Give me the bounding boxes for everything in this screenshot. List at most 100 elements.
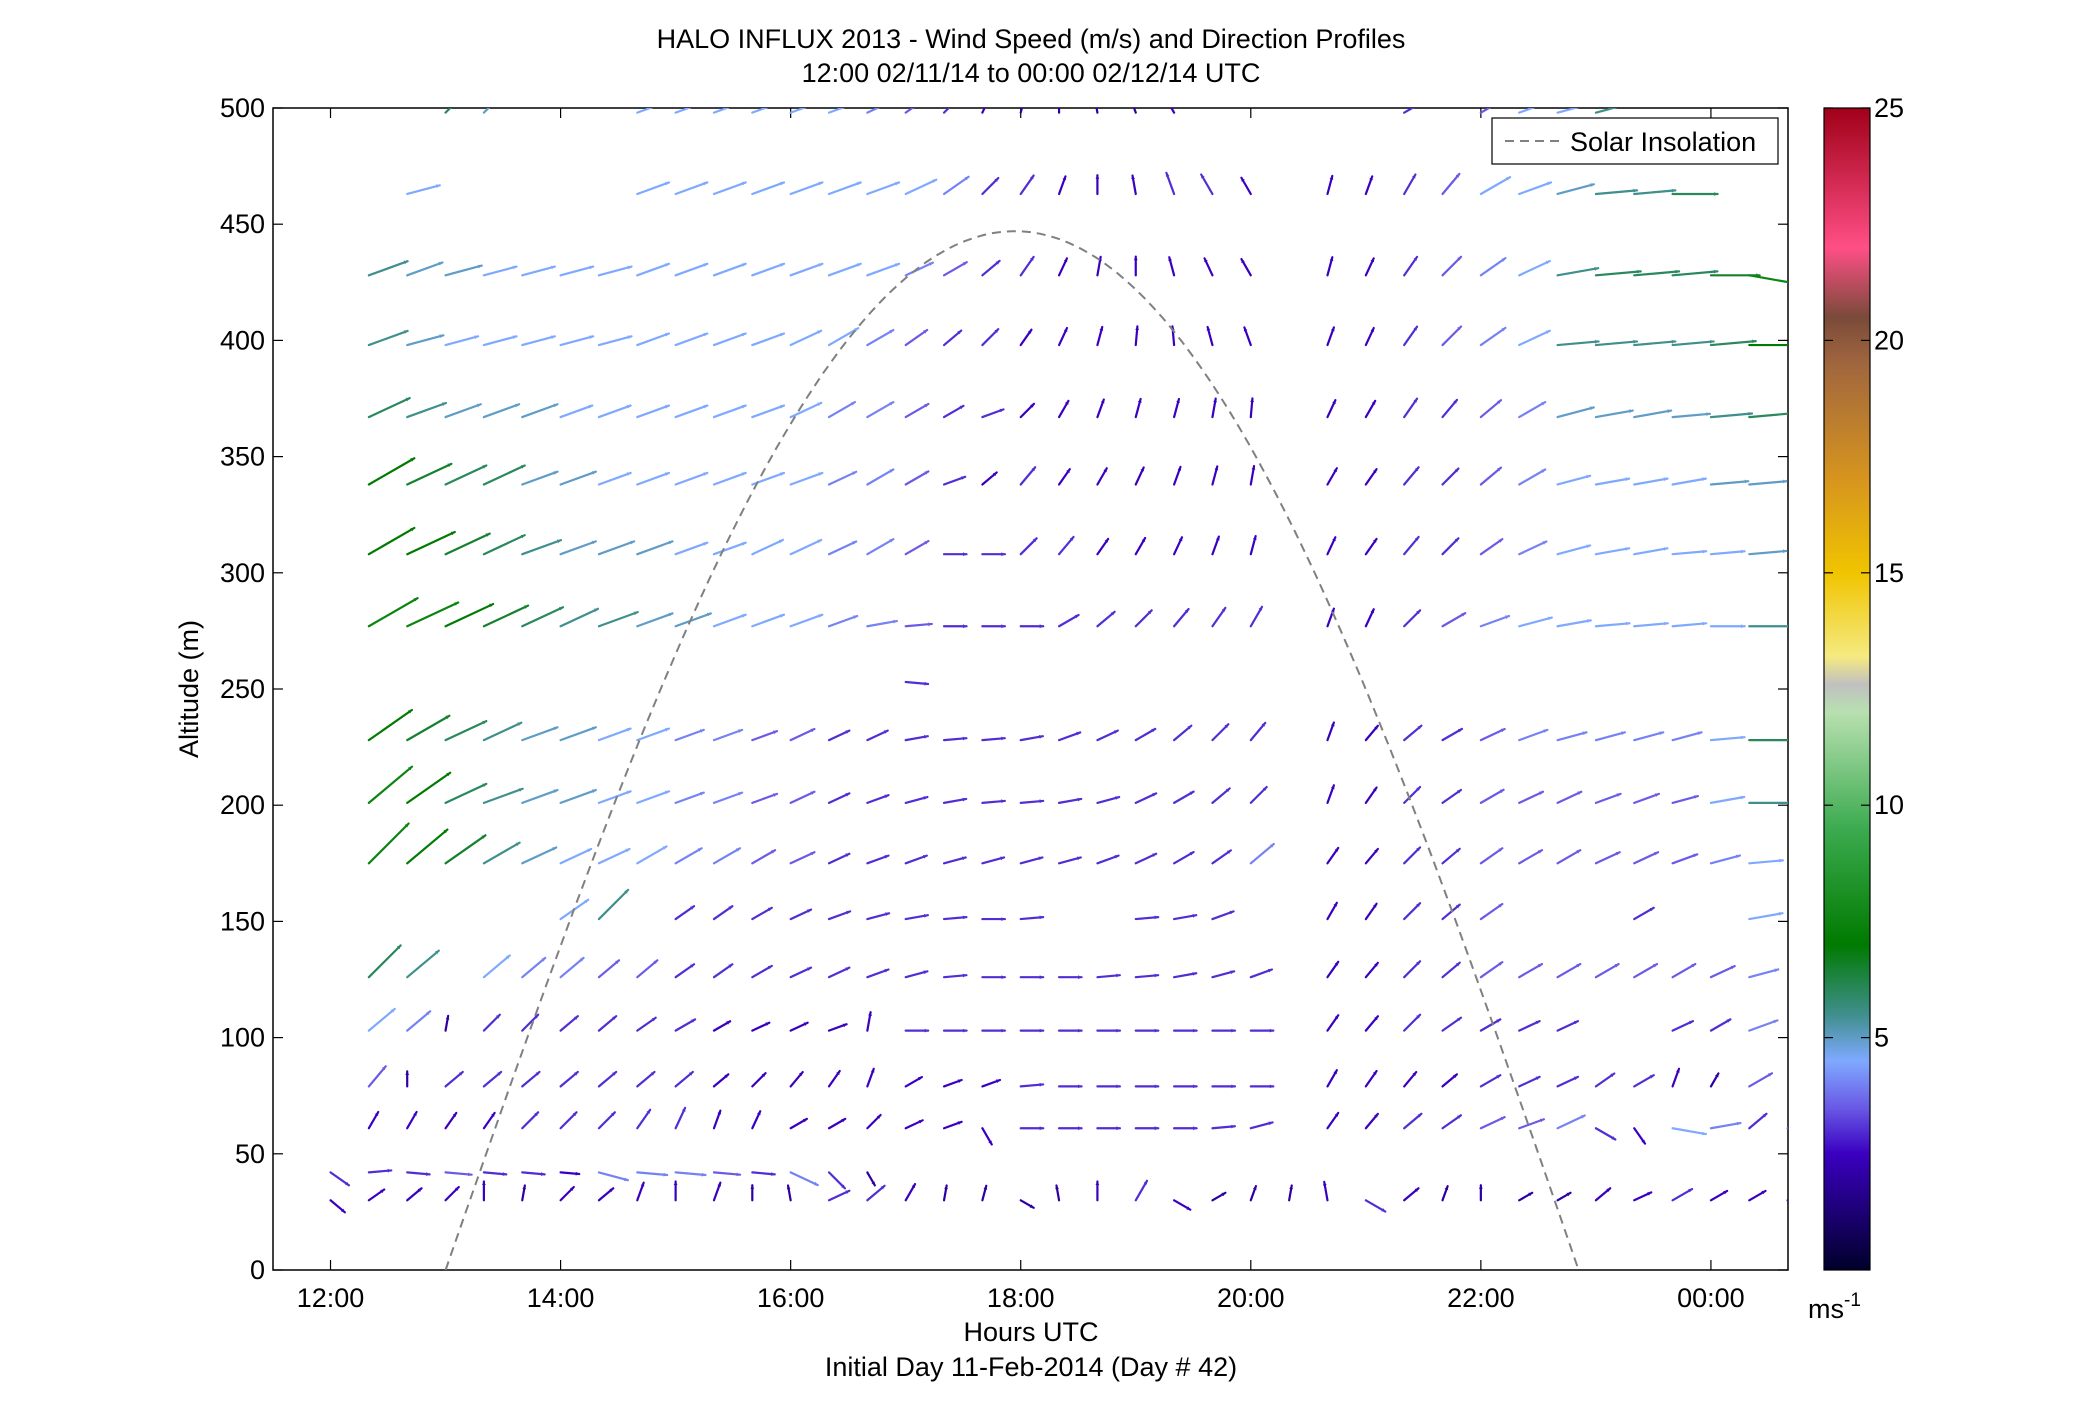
- wind-vector-shaft: [1633, 1074, 1655, 1088]
- wind-vector-head: [387, 1168, 392, 1173]
- wind-vector-shaft: [866, 912, 891, 921]
- wind-vector-shaft: [942, 108, 951, 114]
- wind-vector-head: [496, 1014, 500, 1019]
- wind-vector-shaft: [367, 457, 416, 486]
- wind-vector-shaft: [559, 726, 597, 742]
- wind-vector-shaft: [521, 1171, 546, 1176]
- wind-vector: [1168, 256, 1176, 277]
- wind-vector: [1479, 466, 1503, 486]
- wind-vector-head: [741, 181, 746, 186]
- wind-vector-head: [852, 541, 857, 545]
- wind-vector-head: [1501, 327, 1506, 332]
- wind-vector: [597, 1187, 615, 1202]
- wind-vector: [406, 401, 448, 419]
- wind-vector: [712, 905, 734, 921]
- wind-vector-head: [1001, 624, 1005, 629]
- wind-vector-shaft: [674, 262, 709, 277]
- wind-vector-shaft: [674, 1106, 687, 1130]
- wind-vector-head: [703, 472, 708, 476]
- wind-vector: [981, 1028, 1006, 1033]
- wind-vector-head: [780, 181, 784, 186]
- wind-vector-shaft: [1057, 613, 1080, 628]
- wind-vector-head: [1496, 1019, 1501, 1023]
- wind-vector: [1364, 1069, 1378, 1088]
- wind-vector: [1748, 549, 1788, 556]
- wind-vector: [1403, 535, 1420, 556]
- wind-vector-head: [1381, 1208, 1386, 1212]
- wind-vector-head: [551, 335, 555, 340]
- wind-vector-head: [609, 1188, 614, 1192]
- wind-vector-shaft: [636, 471, 671, 486]
- wind-vector-head: [1723, 1190, 1728, 1195]
- wind-vector: [1441, 847, 1461, 865]
- wind-vector: [444, 532, 491, 556]
- wind-vector-shaft: [597, 790, 632, 804]
- wind-vector-shaft: [1633, 477, 1669, 486]
- wind-vector-shaft: [482, 721, 523, 742]
- wind-vector-shaft: [636, 959, 659, 979]
- wind-vector-head: [1001, 917, 1005, 921]
- wind-vector: [597, 727, 632, 742]
- wind-vector-shaft: [1479, 176, 1512, 196]
- wind-vector: [1403, 108, 1415, 114]
- wind-vector: [1326, 1014, 1340, 1032]
- wind-vector-head: [924, 404, 929, 408]
- wind-vector-shaft: [1211, 970, 1236, 979]
- wind-vector-head: [1457, 256, 1462, 261]
- wind-vector-shaft: [1479, 538, 1504, 556]
- wind-vector-shaft: [1441, 788, 1463, 804]
- wind-vector-shaft: [942, 916, 968, 921]
- wind-vector: [521, 1070, 541, 1088]
- wind-vector-shaft: [751, 404, 786, 419]
- wind-vector: [789, 613, 824, 628]
- wind-vector-head: [1029, 1204, 1034, 1208]
- wind-vector-shaft: [942, 797, 968, 804]
- wind-vector-shaft: [597, 1171, 630, 1182]
- wind-vector: [751, 730, 779, 742]
- wind-vector-shaft: [406, 261, 444, 277]
- wind-vector-shaft: [1211, 787, 1231, 804]
- wind-vector-shaft: [482, 604, 530, 628]
- wind-vector-head: [455, 1187, 459, 1191]
- wind-vector-shaft: [1594, 189, 1639, 196]
- wind-vector-shaft: [904, 622, 933, 628]
- wind-vector-head: [876, 1115, 881, 1119]
- wind-vector-head: [1412, 1072, 1417, 1076]
- wind-vector-shaft: [751, 181, 786, 196]
- wind-vector-head: [1539, 791, 1543, 795]
- wind-vector: [1096, 398, 1105, 419]
- wind-vector-shaft: [789, 613, 824, 628]
- wind-vector-shaft: [406, 334, 445, 347]
- wind-vector-shaft: [1518, 790, 1545, 804]
- wind-vector-shaft: [1518, 616, 1553, 628]
- wind-vector-head: [541, 1172, 545, 1176]
- wind-vector-shaft: [1633, 906, 1655, 921]
- wind-vector-head: [1541, 402, 1546, 406]
- wind-vector-head: [802, 1118, 807, 1123]
- wind-vector-shaft: [1518, 400, 1547, 419]
- wind-vector-shaft: [521, 726, 559, 742]
- wind-vector-head: [1186, 1206, 1191, 1210]
- wind-vector: [1671, 621, 1708, 628]
- wind-vector-shaft: [444, 264, 483, 277]
- wind-vector-head: [1231, 1124, 1235, 1129]
- wind-vector-head: [1099, 326, 1104, 331]
- wind-vector: [406, 462, 453, 486]
- wind-vector: [1441, 172, 1461, 196]
- wind-vector-head: [1374, 848, 1378, 853]
- wind-vector-head: [761, 1073, 766, 1077]
- wind-vector-shaft: [827, 262, 862, 277]
- wind-vector-shaft: [1556, 619, 1592, 628]
- wind-vector: [1096, 729, 1119, 742]
- wind-vector: [789, 108, 807, 114]
- wind-vector-shaft: [1518, 181, 1553, 196]
- wind-vector: [1249, 1084, 1275, 1089]
- wind-vector: [1479, 257, 1507, 277]
- wind-vector-shaft: [1709, 340, 1757, 347]
- wind-vector: [482, 1013, 501, 1032]
- wind-vector-head: [1374, 1016, 1378, 1021]
- wind-vector-shaft: [1211, 849, 1232, 865]
- wind-vector: [1709, 1189, 1729, 1202]
- wind-vector: [597, 335, 633, 347]
